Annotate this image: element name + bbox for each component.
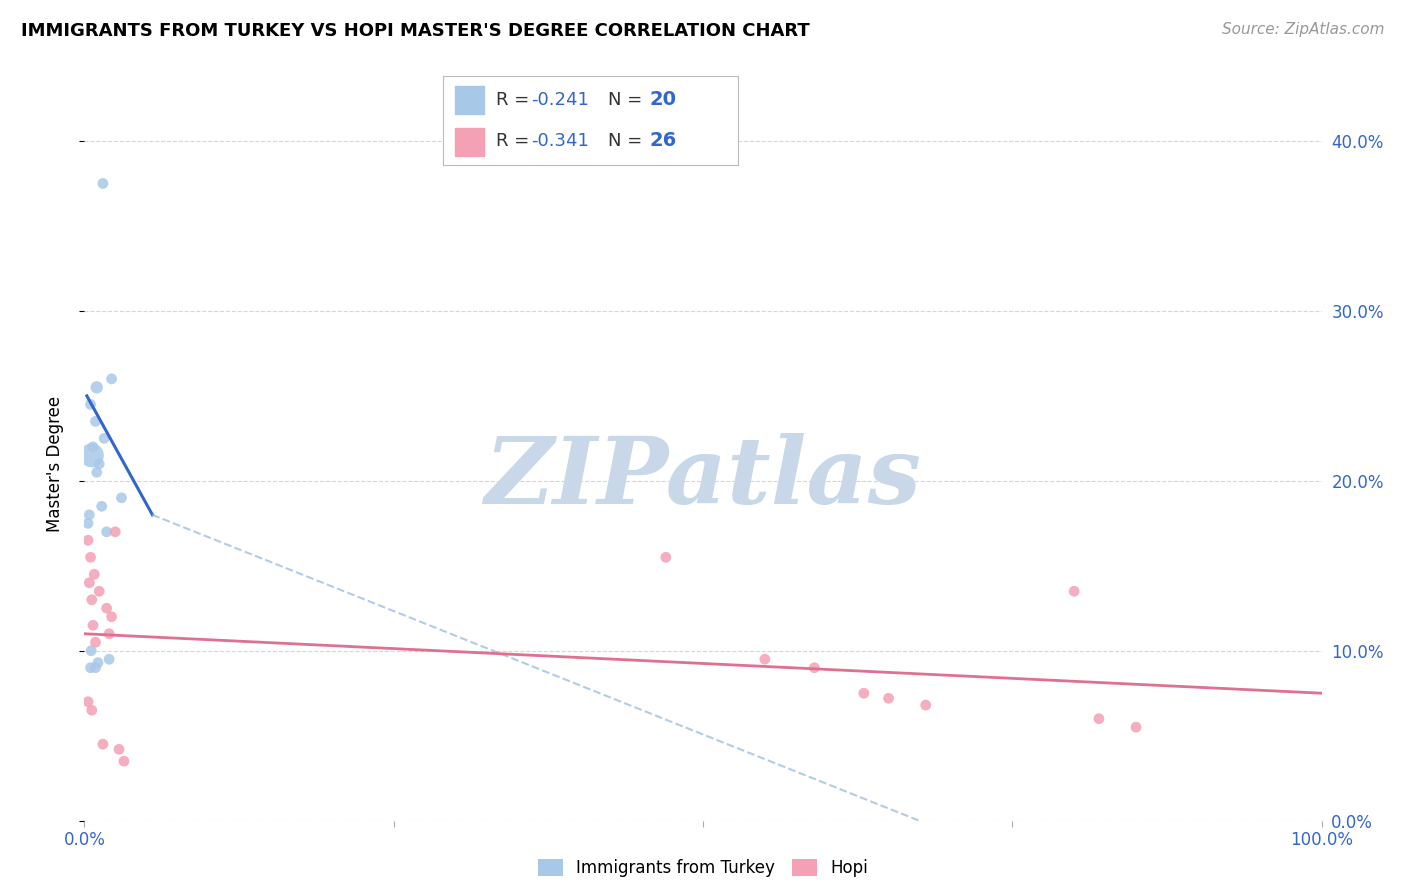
Point [1063,584,1085,599]
Point [79,508,101,522]
Point [80,448,103,462]
Text: -0.341: -0.341 [531,132,589,150]
Point [83,567,105,582]
Point [82,440,104,454]
Text: R =: R = [496,132,536,150]
Point [110,491,132,505]
Point [98,626,121,640]
Bar [454,128,484,156]
Bar [454,86,484,114]
Point [98,652,121,666]
Point [86,466,108,480]
Point [89,457,111,471]
Text: R =: R = [496,91,536,109]
Point [84,414,107,428]
Text: ZIPatlas: ZIPatlas [485,434,921,523]
Point [754,652,776,666]
Point [80,644,103,658]
Y-axis label: Master's Degree: Master's Degree [45,396,63,532]
Point [1125,720,1147,734]
Text: N =: N = [609,132,648,150]
Point [79,550,101,565]
Point [80,592,103,607]
Point [914,698,936,712]
Point [112,754,135,768]
Text: 26: 26 [650,131,676,151]
Point [89,584,111,599]
Point [79,661,101,675]
Point [96,601,118,615]
Point [79,397,101,411]
Point [655,550,678,565]
Point [87,656,110,670]
Point [77,695,100,709]
Text: IMMIGRANTS FROM TURKEY VS HOPI MASTER'S DEGREE CORRELATION CHART: IMMIGRANTS FROM TURKEY VS HOPI MASTER'S … [21,22,810,40]
Point [91,177,114,191]
Point [104,524,127,539]
Legend: Immigrants from Turkey, Hopi: Immigrants from Turkey, Hopi [531,852,875,884]
Point [108,742,131,756]
Point [93,431,115,445]
Text: N =: N = [609,91,648,109]
Point [1088,712,1111,726]
Point [84,635,107,649]
Point [96,524,118,539]
Point [91,737,114,751]
Point [82,618,104,632]
Point [79,575,101,590]
Point [77,516,100,531]
Point [100,372,122,386]
Point [100,609,122,624]
Point [86,380,108,394]
Point [803,661,825,675]
Point [90,500,112,514]
Point [877,691,900,706]
Point [852,686,875,700]
Point [77,533,100,548]
Text: -0.241: -0.241 [531,91,589,109]
Text: Source: ZipAtlas.com: Source: ZipAtlas.com [1222,22,1385,37]
Text: 20: 20 [650,90,676,110]
Point [80,703,103,717]
Point [84,661,107,675]
